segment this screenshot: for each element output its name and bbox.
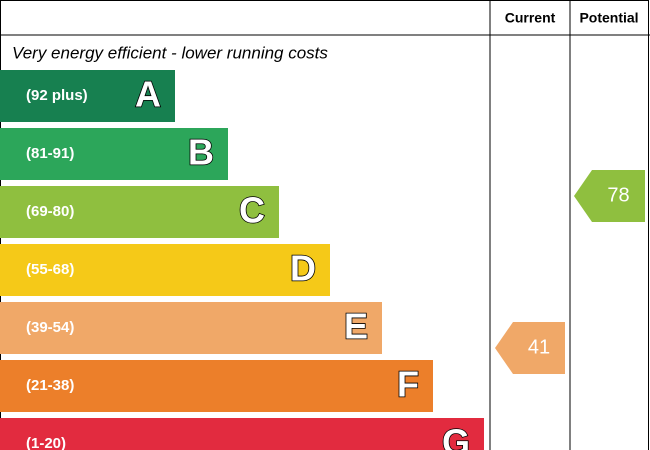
band [0,70,175,122]
band-letter: E [344,306,368,347]
band [0,302,382,354]
potential-value: 78 [607,184,629,206]
current-arrow [495,322,565,374]
band [0,128,228,180]
band-letter: F [397,364,419,405]
band [0,186,279,238]
band-letter: D [290,248,316,289]
current-value: 41 [528,336,550,358]
band-range: (92 plus) [26,87,88,104]
band [0,418,484,450]
band-range: (69-80) [26,203,74,220]
band-range: (55-68) [26,261,74,278]
band-range: (21-38) [26,377,74,394]
header-potential: Potential [579,10,638,26]
band [0,360,433,412]
potential-arrow [574,170,645,222]
band-letter: B [188,132,214,173]
band-range: (39-54) [26,319,74,336]
band-range: (81-91) [26,145,74,162]
band-letter: C [239,190,265,231]
band [0,244,330,296]
header-current: Current [505,10,556,26]
caption: Very energy efficient - lower running co… [12,43,328,62]
band-letter: G [442,422,470,450]
band-range: (1-20) [26,435,66,450]
band-letter: A [135,74,161,115]
